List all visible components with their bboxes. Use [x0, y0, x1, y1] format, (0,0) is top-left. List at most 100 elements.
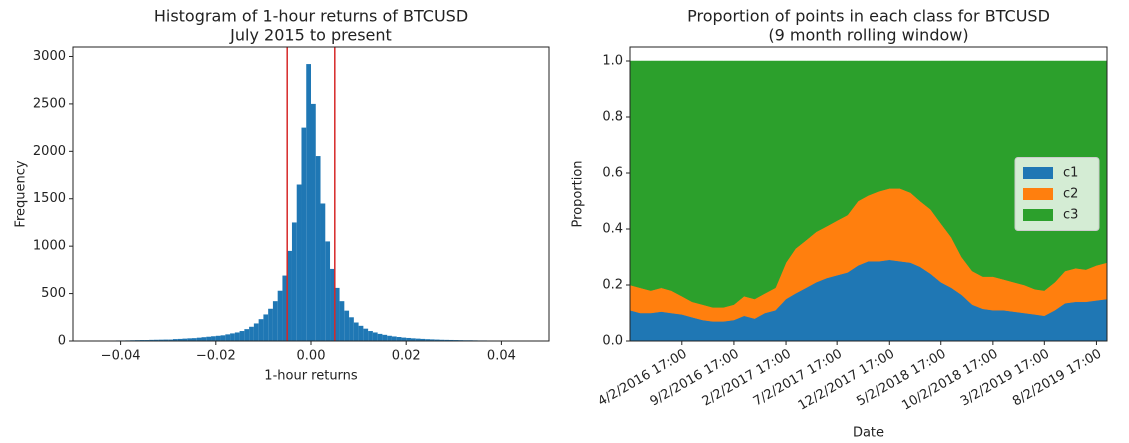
- x-tick-label: 0.02: [392, 349, 421, 364]
- histogram-bar: [172, 339, 178, 341]
- histogram-bar: [391, 336, 397, 341]
- x-tick-label: 8/2/2019 17:00: [1010, 347, 1104, 410]
- histogram-bar: [372, 332, 378, 341]
- histogram-bar: [430, 339, 435, 341]
- legend-swatch: [1023, 167, 1053, 179]
- x-tick-label: 0.04: [487, 349, 516, 364]
- histogram-bar: [420, 338, 426, 341]
- x-tick-label: −0.04: [101, 349, 141, 364]
- y-tick-label: 0.0: [602, 334, 623, 349]
- histogram-bar: [201, 337, 207, 341]
- plot-frame: [629, 46, 1108, 342]
- histogram-bar: [187, 338, 192, 341]
- histogram-bar: [272, 301, 278, 341]
- histogram-bar: [406, 337, 411, 341]
- histogram-bar: [263, 314, 269, 341]
- histogram-bar: [320, 203, 326, 341]
- histogram-bar: [282, 275, 288, 341]
- y-tick-label: 0.2: [602, 278, 623, 293]
- histogram-bar: [439, 339, 445, 341]
- histogram-bar: [287, 250, 292, 341]
- histogram-bar: [239, 331, 245, 341]
- histogram-bar: [182, 338, 188, 341]
- y-tick-label: 2000: [33, 144, 66, 159]
- histogram-bar: [382, 334, 388, 341]
- histogram-bar: [353, 322, 359, 341]
- histogram-bar: [230, 333, 235, 341]
- histogram-bar: [149, 339, 154, 341]
- histogram-bar: [244, 329, 250, 341]
- histogram-bar: [196, 337, 202, 341]
- histogram-bar: [396, 337, 402, 341]
- y-tick-label: 0.8: [602, 110, 623, 125]
- histogram-bar: [158, 339, 164, 341]
- histogram-bar: [192, 338, 197, 341]
- histogram-bar: [410, 338, 416, 341]
- histogram-bar: [444, 339, 450, 341]
- legend-label: c1: [1063, 166, 1078, 181]
- histogram-bar: [344, 310, 350, 341]
- legend-label: c3: [1063, 208, 1078, 223]
- y-tick-label: 1.0: [602, 54, 623, 69]
- histogram-bar: [215, 335, 221, 341]
- histogram-bar: [168, 339, 173, 341]
- histogram-bar: [330, 268, 335, 341]
- histogram-bar: [220, 335, 226, 341]
- legend-swatch: [1023, 209, 1053, 221]
- histogram-bar: [258, 319, 264, 341]
- x-tick-label: 0.00: [297, 349, 326, 364]
- y-tick-label: 0.6: [602, 166, 623, 181]
- histogram-bar: [425, 339, 430, 341]
- x-tick-label: 9/2/2016 17:00: [648, 347, 742, 410]
- area: [630, 60, 1107, 308]
- histogram-bar: [363, 328, 369, 341]
- y-tick-label: 0.4: [602, 222, 623, 237]
- chart-title: Proportion of points in each class for B…: [687, 7, 1050, 26]
- histogram-bar: [153, 339, 159, 341]
- y-tick-label: 2500: [33, 96, 66, 111]
- histogram-bar: [315, 156, 321, 341]
- histogram-bar: [377, 333, 383, 341]
- histogram-bar: [301, 127, 307, 341]
- y-tick-label: 1000: [33, 239, 66, 254]
- histogram-bar: [225, 334, 231, 341]
- y-axis-label: Frequency: [14, 160, 29, 227]
- x-axis-label: 1-hour returns: [264, 369, 358, 384]
- histogram-bar: [401, 337, 407, 341]
- chart-title: Histogram of 1-hour returns of BTCUSD: [154, 7, 468, 26]
- x-axis-label: Date: [853, 426, 884, 441]
- histogram-bar: [291, 222, 297, 341]
- histogram-bar: [234, 332, 240, 341]
- y-tick-label: 1500: [33, 191, 66, 206]
- histogram-bar: [339, 301, 345, 341]
- chart-subtitle: July 2015 to present: [229, 26, 392, 45]
- y-axis-label: Proportion: [571, 160, 586, 227]
- histogram-bar: [277, 290, 283, 341]
- histogram-bar: [306, 64, 311, 341]
- histogram-bar: [334, 287, 340, 341]
- histogram-bar: [211, 336, 216, 341]
- histogram-bar: [163, 339, 169, 341]
- histogram-bar: [349, 317, 354, 341]
- y-tick-label: 3000: [33, 49, 66, 64]
- x-tick-label: 4/2/2016 17:00: [595, 347, 689, 410]
- x-tick-label: 2/2/2017 17:00: [700, 347, 794, 410]
- histogram-bar: [387, 335, 392, 341]
- histogram-bar: [268, 308, 273, 341]
- y-tick-label: 0: [58, 334, 66, 349]
- histogram-bar: [296, 184, 302, 341]
- histogram-bar: [358, 325, 364, 341]
- legend-label: c2: [1063, 187, 1078, 202]
- histogram-bar: [434, 339, 440, 341]
- histogram-bar: [253, 323, 259, 341]
- histogram-bar: [311, 103, 316, 341]
- histogram-bar: [368, 331, 373, 341]
- histogram-bar: [449, 339, 454, 341]
- histogram-bar: [415, 338, 421, 341]
- x-tick-label: 3/2/2019 17:00: [958, 347, 1052, 410]
- histogram-bar: [325, 241, 331, 341]
- histogram-bar: [206, 336, 212, 341]
- x-tick-label: −0.02: [196, 349, 236, 364]
- legend-swatch: [1023, 188, 1053, 200]
